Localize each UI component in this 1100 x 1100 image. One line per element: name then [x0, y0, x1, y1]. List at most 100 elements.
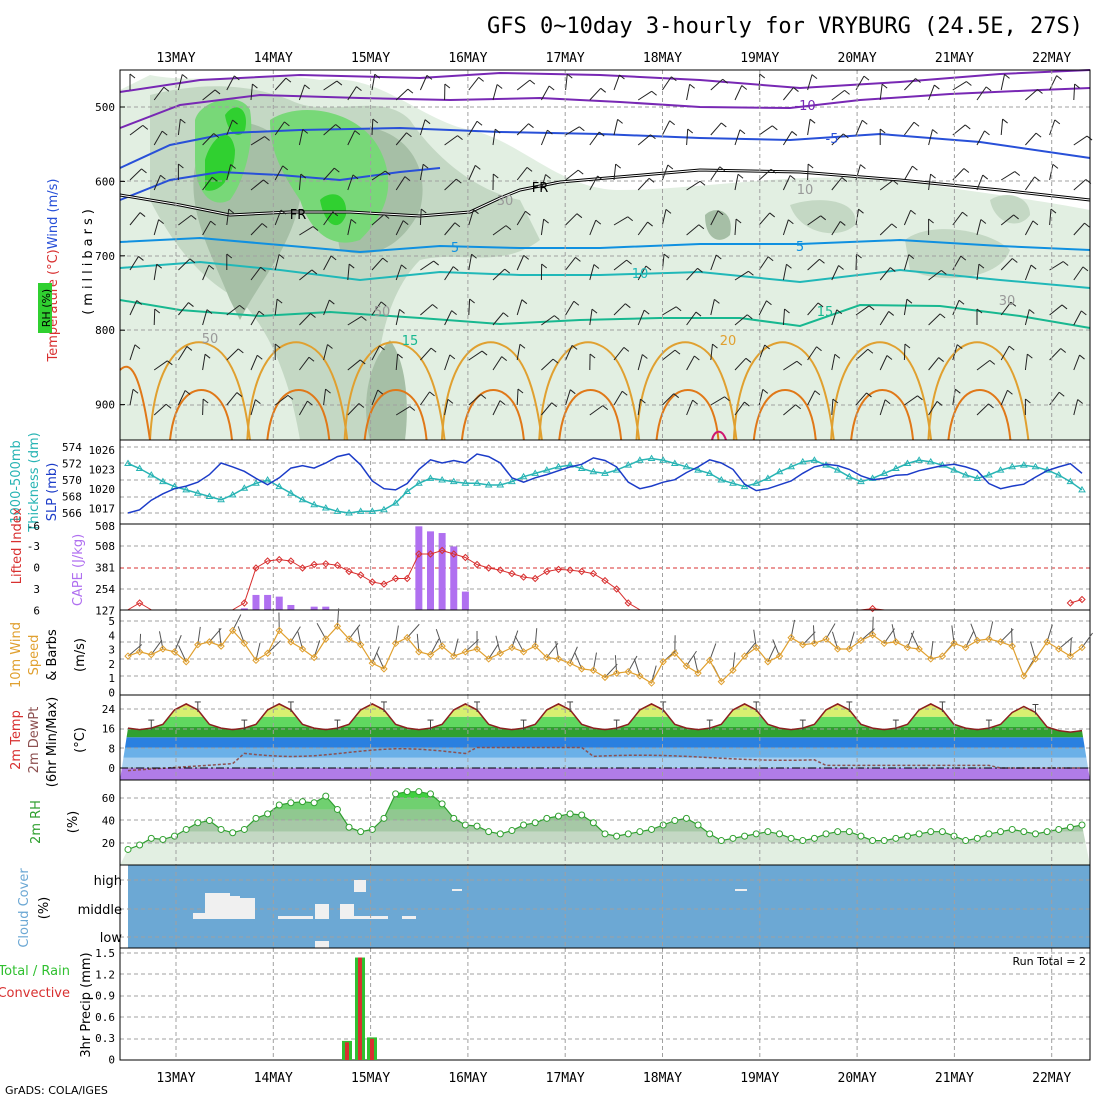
wind-speed-point — [775, 652, 784, 660]
wind-barb-flag — [1054, 119, 1061, 125]
wind-barb — [177, 346, 188, 361]
wind-barb — [831, 133, 844, 146]
wind-barb-flag — [226, 253, 233, 259]
wind-barb — [226, 164, 232, 181]
wind-barb-flag — [420, 208, 427, 214]
lifted-index-point — [508, 569, 516, 578]
wind-barb — [468, 298, 471, 316]
wind-barb-flag — [836, 309, 843, 315]
wind-barb — [540, 129, 548, 146]
thickness-point — [589, 467, 598, 475]
wind-speed-point — [124, 652, 132, 660]
wind-barb — [855, 120, 863, 136]
wind-barb — [613, 347, 625, 361]
wind-barb-flag — [333, 167, 340, 173]
wind-barb — [420, 304, 433, 316]
wind-barb — [1024, 354, 1028, 371]
wind-barb — [710, 166, 721, 181]
wind-barb-flag — [312, 226, 319, 231]
wind-barb — [226, 119, 234, 136]
contour-label: 5 — [796, 240, 804, 255]
wind-barb-flag — [230, 164, 236, 169]
y-tick-label: 800 — [95, 324, 115, 337]
wind-barb — [250, 399, 256, 416]
cloud-block — [315, 941, 329, 948]
y-tick-label: 16 — [102, 723, 115, 736]
wind-speed-point — [543, 653, 551, 662]
wind-barb-flag — [771, 125, 778, 131]
wind-barb-10m — [604, 663, 618, 678]
wind-barb-10m — [514, 635, 525, 653]
precip-conv-bar — [345, 1042, 349, 1060]
wind-speed-point — [473, 645, 481, 653]
rh-2m-point — [985, 830, 993, 838]
cloud-block — [240, 898, 255, 919]
wind-speed-point — [310, 653, 318, 662]
wind-barb-flag — [447, 398, 454, 404]
wind-barb-flag — [1008, 345, 1015, 351]
wind-barb — [952, 344, 958, 361]
lifted-index-point — [298, 564, 307, 572]
wind-barb-flag — [543, 218, 549, 224]
wind-speed-point — [694, 669, 702, 677]
wind-barb-10m — [430, 638, 440, 655]
wind-barb — [662, 393, 675, 406]
wind-barb — [516, 167, 528, 181]
lifted-index-point — [438, 546, 446, 555]
wind-barb-flag — [984, 130, 990, 136]
wind-barb — [298, 129, 304, 146]
wind-barb — [565, 213, 578, 226]
wind-barb-flag — [1035, 132, 1042, 138]
wind-barb — [903, 210, 912, 226]
wind-barb — [516, 299, 523, 316]
wind-barb-10m — [376, 652, 385, 670]
cape-bar — [252, 594, 260, 610]
wind-barb-flag — [908, 254, 915, 260]
wind-speed-point — [333, 622, 342, 630]
y-tick-label: 0 — [108, 1054, 115, 1067]
wind-barb — [298, 400, 308, 416]
wind-barb-10m — [627, 655, 638, 672]
wind-barb-flag — [236, 392, 243, 397]
temperature-contour — [119, 126, 1091, 169]
wind-barb-10m — [686, 650, 697, 667]
wind-barb-flag — [737, 173, 744, 179]
wind-barb-flag — [719, 166, 726, 172]
wind-barb-flag — [1012, 258, 1018, 263]
wind-barb — [637, 309, 645, 326]
cape-bar — [310, 606, 318, 610]
wind-barb-flag — [252, 83, 258, 89]
wind-barb-flag — [978, 263, 985, 269]
rh-2m-point — [217, 825, 225, 833]
wind-barb-flag — [936, 401, 943, 406]
wind-barb-flag — [407, 88, 414, 94]
wind-speed-point — [647, 679, 656, 687]
wind-barb-flag — [451, 310, 457, 316]
y-tick-label-right: 254 — [95, 583, 115, 596]
wind-barb — [250, 310, 260, 326]
wind-barb — [904, 78, 916, 91]
wind-barb — [589, 264, 595, 281]
wind-barb-flag — [1061, 304, 1068, 310]
thickness-point — [391, 499, 400, 506]
wind-barb-flag — [1052, 163, 1059, 169]
wind-barb — [347, 174, 354, 191]
wind-barb — [541, 402, 553, 416]
wind-barb — [299, 226, 314, 236]
wind-barb-flag — [180, 118, 186, 124]
wind-barb — [226, 75, 235, 91]
rh-2m-point — [903, 832, 911, 840]
date-labels-bottom: 13MAY 14MAY 15MAY 16MAY 17MAY 18MAY 19MAY 20MAY… — [156, 1071, 1071, 1086]
wind-barb — [661, 164, 669, 181]
wind-barb — [371, 170, 386, 181]
wind-barb-flag — [165, 403, 172, 409]
wind-barb-flag — [769, 212, 776, 218]
thickness-point — [1031, 462, 1040, 470]
date-label-top: 19MAY — [740, 51, 779, 66]
wind-barb — [541, 315, 555, 326]
wind-barb — [178, 214, 192, 226]
temperature-contour-25 — [558, 388, 623, 441]
thickness-point — [891, 464, 900, 471]
thickness-point — [356, 507, 365, 514]
wind-barb-flag — [1007, 389, 1013, 395]
